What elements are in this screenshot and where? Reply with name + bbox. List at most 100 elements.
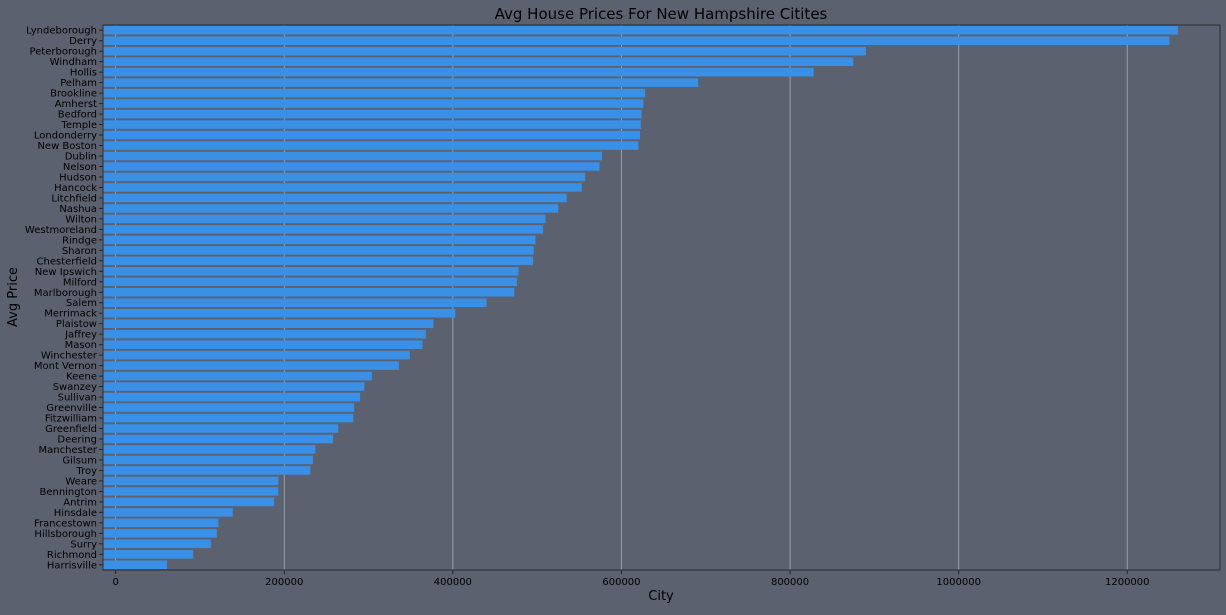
bar — [103, 287, 515, 297]
x-tick-labels: 0 200000 400000 600000 800000 1000000 1200000 — [112, 570, 1150, 588]
bar — [103, 141, 639, 150]
bar — [103, 350, 410, 360]
y-tick-label: Peterborough — [29, 47, 97, 58]
bar — [103, 539, 211, 549]
y-tick-label: New Boston — [37, 141, 97, 152]
chart-title: Avg House Prices For New Hampshire Citit… — [495, 5, 828, 23]
y-tick-label: Litchfield — [51, 193, 97, 204]
bar — [103, 162, 600, 171]
y-tick-label: Marlborough — [34, 288, 97, 299]
bar — [103, 88, 646, 98]
bar — [103, 183, 582, 192]
y-tick-label: Hillsborough — [34, 529, 97, 540]
y-tick-label: Greenfield — [45, 424, 97, 435]
x-tick-label: 200000 — [265, 577, 303, 588]
bar — [103, 361, 399, 370]
y-tick-label: Bedford — [58, 110, 97, 121]
y-tick-labels: LyndeboroughDerryPeterboroughWindhamHoll… — [25, 26, 103, 571]
bar — [103, 25, 1178, 35]
bar — [103, 319, 434, 328]
bar — [103, 172, 586, 182]
bar — [103, 392, 361, 402]
y-tick-label: Derry — [69, 36, 97, 47]
bar — [103, 466, 311, 475]
bar — [103, 560, 168, 570]
y-tick-label: Sullivan — [58, 393, 97, 404]
y-tick-label: Harrisville — [47, 560, 97, 571]
y-tick-label: Jaffrey — [64, 330, 97, 341]
bar — [103, 487, 279, 496]
y-tick-label: Londonderry — [34, 131, 97, 142]
bar — [103, 193, 567, 203]
bar — [103, 434, 334, 444]
bar — [103, 382, 365, 391]
y-tick-label: Troy — [75, 466, 97, 477]
y-tick-label: New Ipswich — [35, 267, 97, 278]
bar — [103, 246, 534, 255]
y-tick-label: Hollis — [70, 68, 97, 79]
y-tick-label: Salem — [66, 298, 97, 309]
bar — [103, 267, 519, 276]
y-tick-label: Francestown — [34, 518, 97, 529]
y-tick-label: Windham — [50, 57, 97, 68]
y-tick-label: Surry — [70, 539, 97, 550]
bar — [103, 455, 313, 465]
y-tick-label: Manchester — [39, 445, 98, 456]
y-tick-label: Richmond — [47, 550, 97, 561]
y-tick-label: Keene — [66, 372, 97, 383]
x-axis-label: City — [648, 589, 674, 604]
bar — [103, 36, 1170, 46]
x-tick-label: 800000 — [771, 577, 809, 588]
y-tick-label: Temple — [60, 120, 97, 131]
y-tick-label: Greenville — [46, 403, 97, 414]
y-tick-label: Mont Vernon — [34, 361, 97, 372]
y-tick-label: Chesterfield — [37, 256, 97, 267]
bar — [103, 120, 641, 129]
y-tick-label: Wilton — [65, 214, 97, 225]
y-tick-label: Dublin — [65, 152, 97, 163]
y-tick-label: Sharon — [62, 246, 97, 257]
bar — [103, 67, 814, 77]
x-tick-label: 1200000 — [1105, 577, 1150, 588]
y-tick-label: Winchester — [41, 351, 98, 362]
y-tick-label: Nelson — [63, 162, 97, 173]
y-tick-label: Gilsum — [62, 455, 97, 466]
bar — [103, 109, 642, 119]
x-tick-label: 1000000 — [936, 577, 981, 588]
bar — [103, 445, 316, 454]
y-tick-label: Rindge — [62, 235, 97, 246]
bar — [103, 508, 233, 517]
bar — [103, 256, 533, 266]
y-tick-label: Deering — [57, 434, 97, 445]
y-tick-label: Hinsdale — [54, 508, 97, 519]
bar — [103, 549, 194, 559]
y-axis-label: Avg Price — [6, 267, 21, 327]
bar — [103, 204, 559, 213]
x-tick-label: 400000 — [434, 577, 472, 588]
bar — [103, 130, 641, 140]
bar — [103, 329, 426, 339]
y-tick-label: Antrim — [63, 497, 97, 508]
y-tick-label: Bennington — [39, 487, 97, 498]
bar — [103, 277, 517, 287]
bar — [103, 308, 456, 318]
bar — [103, 99, 644, 108]
y-tick-label: Fitzwilliam — [45, 414, 97, 425]
y-tick-label: Brookline — [50, 89, 97, 100]
y-tick-label: Milford — [63, 277, 97, 288]
bar — [103, 518, 219, 528]
bar — [103, 225, 544, 234]
y-tick-label: Swanzey — [53, 382, 97, 393]
bar — [103, 46, 866, 56]
bars-layer — [103, 25, 1178, 570]
y-tick-label: Mason — [65, 340, 97, 351]
plot-border — [102, 24, 1221, 571]
bar — [103, 214, 546, 224]
y-tick-label: Plaistow — [56, 319, 97, 330]
bar — [103, 476, 279, 486]
y-tick-label: Lyndeborough — [26, 26, 97, 37]
y-tick-label: Weare — [65, 476, 97, 487]
bar — [103, 78, 699, 87]
bar — [103, 57, 854, 66]
